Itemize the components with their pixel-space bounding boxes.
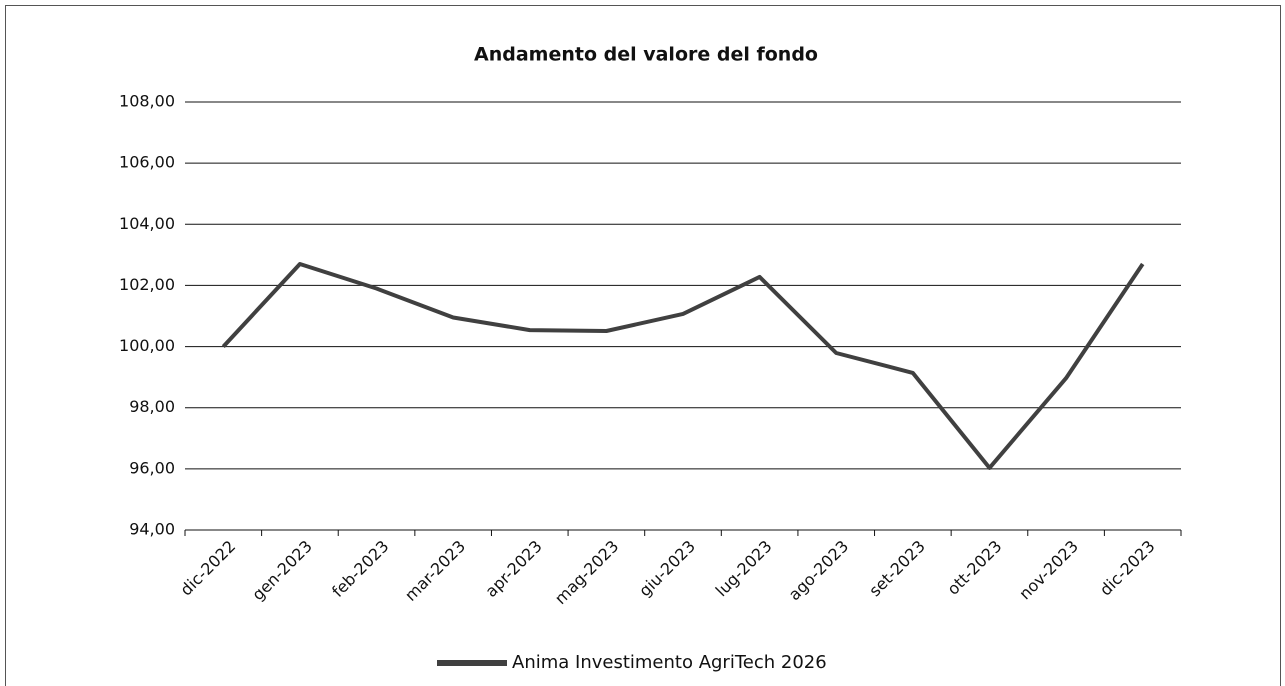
y-tick-label: 100,00 xyxy=(119,336,175,355)
y-tick-label: 94,00 xyxy=(129,520,175,539)
x-tick-label: apr-2023 xyxy=(481,537,545,601)
legend-label: Anima Investimento AgriTech 2026 xyxy=(512,652,827,673)
x-tick-label: set-2023 xyxy=(865,537,929,601)
x-tick-label: nov-2023 xyxy=(1015,537,1082,604)
y-tick-label: 104,00 xyxy=(119,214,175,233)
series-line xyxy=(221,262,1145,470)
y-tick-label: 106,00 xyxy=(119,153,175,172)
x-tick-label: ott-2023 xyxy=(943,537,1005,599)
x-tick-label: dic-2022 xyxy=(176,537,239,600)
y-tick-label: 98,00 xyxy=(129,397,175,416)
x-tick-label: giu-2023 xyxy=(635,537,699,601)
y-tick-label: 108,00 xyxy=(119,92,175,111)
x-tick-label: ago-2023 xyxy=(785,537,853,605)
y-tick-label: 96,00 xyxy=(129,458,175,477)
x-tick-label: mar-2023 xyxy=(401,537,469,605)
chart-frame xyxy=(5,5,1281,686)
x-tick-label: dic-2023 xyxy=(1096,537,1159,600)
chart-title: Andamento del valore del fondo xyxy=(474,44,818,66)
x-tick-label: mag-2023 xyxy=(551,537,622,608)
y-tick-label: 102,00 xyxy=(119,275,175,294)
x-tick-label: gen-2023 xyxy=(248,537,316,605)
x-tick-label: lug-2023 xyxy=(712,537,776,601)
x-tick-label: feb-2023 xyxy=(328,537,392,601)
